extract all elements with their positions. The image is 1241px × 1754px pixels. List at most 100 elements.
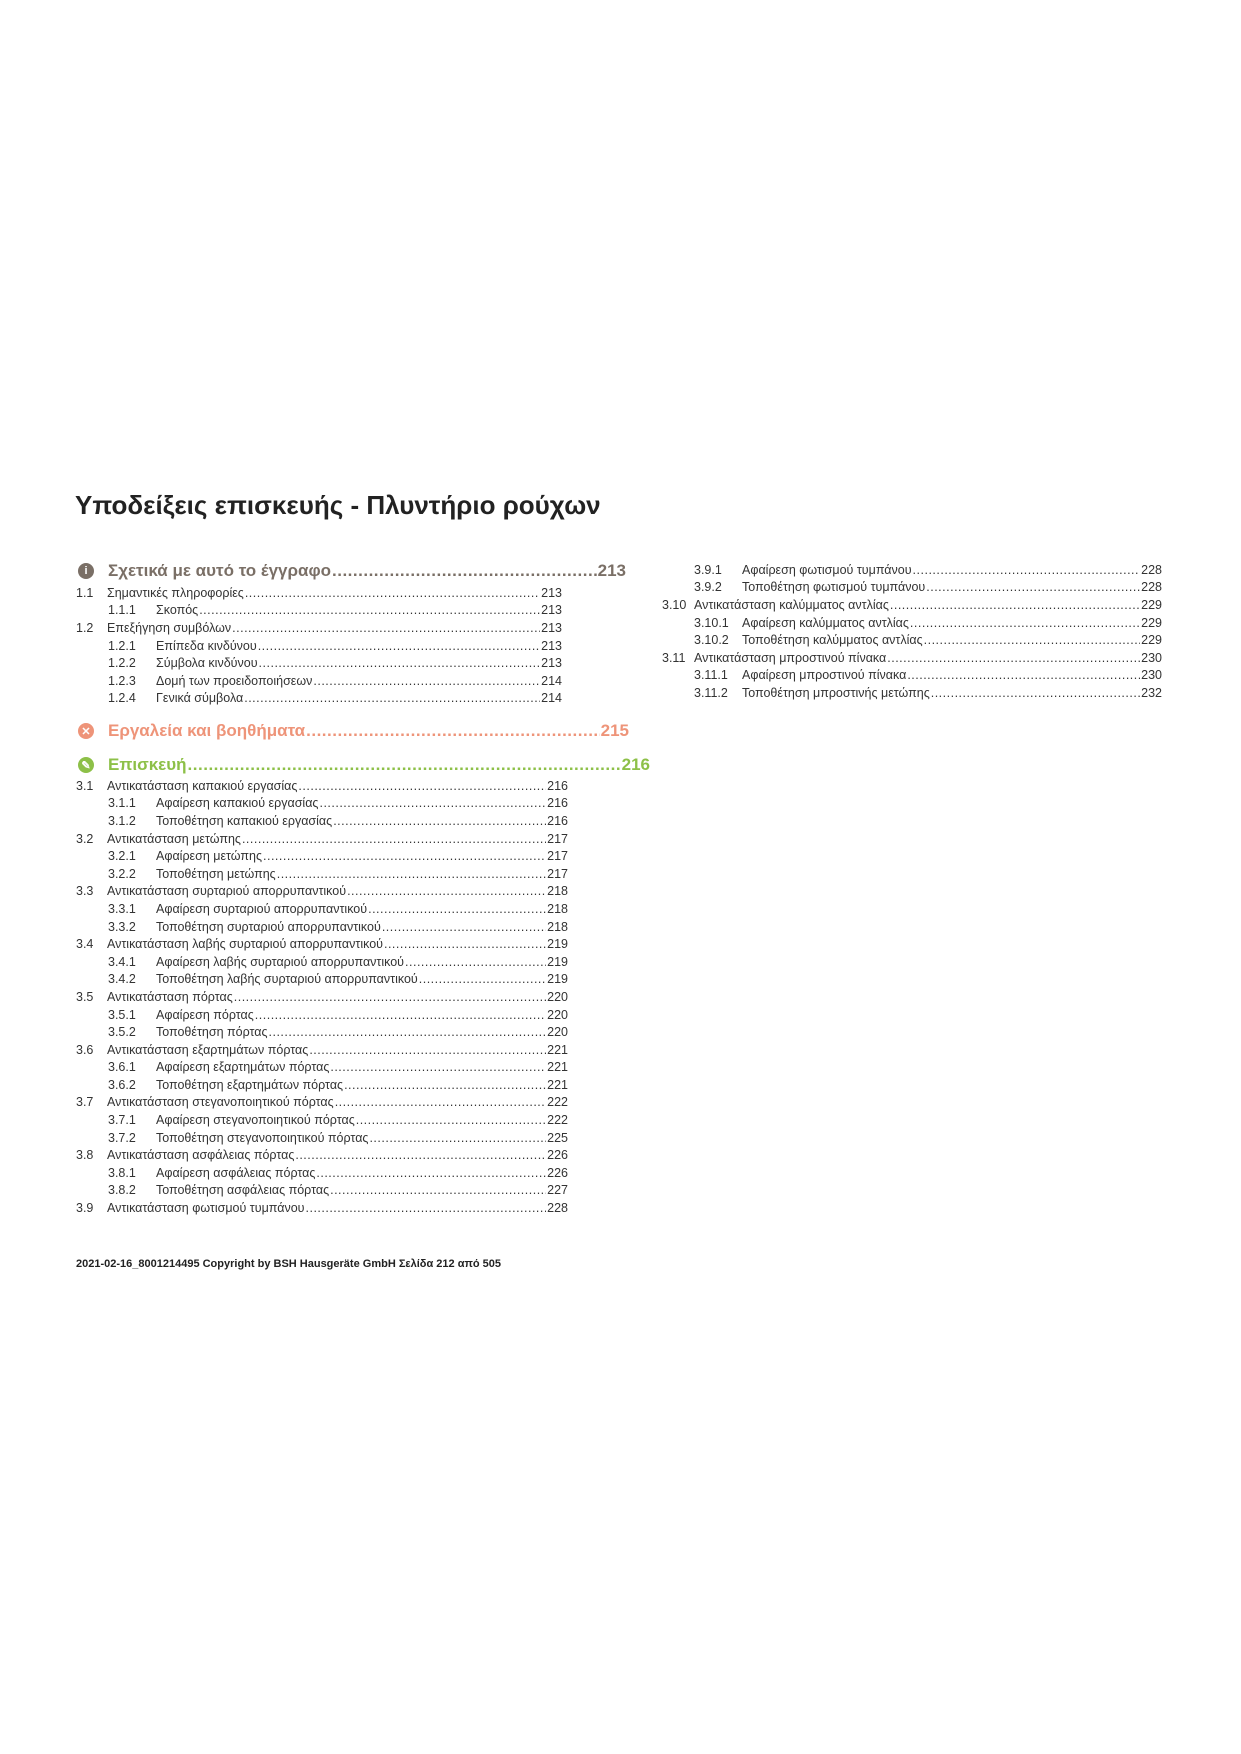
toc-entry[interactable]: 3.10.1 Αφαίρεση καλύμματος αντλίας 229 <box>662 614 1162 632</box>
toc-entry[interactable]: 3.2.2 Τοποθέτηση μετώπης 217 <box>76 865 568 883</box>
leader-dots <box>931 686 1140 700</box>
toc-entry[interactable]: 3.8 Αντικατάσταση ασφάλειας πόρτας 226 <box>76 1146 568 1164</box>
toc-entry[interactable]: 3.9 Αντικατάσταση φωτισμού τυμπάνου 228 <box>76 1199 568 1217</box>
entry-label: Αφαίρεση εξαρτημάτων πόρτας <box>156 1060 330 1075</box>
entry-number: 3.8 <box>76 1148 94 1163</box>
toc-entry[interactable]: 3.8.2 Τοποθέτηση ασφάλειας πόρτας 227 <box>76 1182 568 1200</box>
leader-dots <box>369 1131 546 1145</box>
entry-page: 229 <box>1141 597 1162 612</box>
entry-number: 1.2.1 <box>108 638 136 653</box>
entry-page: 222 <box>547 1113 568 1128</box>
leader-dots <box>330 1060 546 1074</box>
toc-entry[interactable]: 3.2 Αντικατάσταση μετώπης 217 <box>76 830 568 848</box>
toc-entry[interactable]: 3.3.2 Τοποθέτηση συρταριού απορρυπαντικού… <box>76 918 568 936</box>
entry-body: Δομή των προειδοποιήσεων 214 <box>156 674 562 688</box>
entry-label: Επεξήγηση συμβόλων <box>107 620 232 635</box>
toc-entry[interactable]: 1.2.4 Γενικά σύμβολα 214 <box>76 690 562 708</box>
leader-dots <box>926 580 1140 594</box>
toc-entry[interactable]: 3.5.2 Τοποθέτηση πόρτας 220 <box>76 1023 568 1041</box>
entry-number: 1.1.1 <box>108 603 136 618</box>
toc-entry[interactable]: 3.10 Αντικατάσταση καλύμματος αντλίας 229 <box>662 596 1162 614</box>
toc-entry[interactable]: 3.9.2 Τοποθέτηση φωτισμού τυμπάνου 228 <box>662 579 1162 597</box>
entry-label: Αφαίρεση στεγανοποιητικού πόρτας <box>156 1113 355 1128</box>
toc-entry[interactable]: 1.2.1 Επίπεδα κινδύνου 213 <box>76 637 562 655</box>
toc-entry[interactable]: 3.6 Αντικατάσταση εξαρτημάτων πόρτας 221 <box>76 1041 568 1059</box>
toc-section-repair[interactable]: ✎ Επισκευή 216 <box>78 753 650 777</box>
toc-entry[interactable]: 3.9.1 Αφαίρεση φωτισμού τυμπάνου 228 <box>662 561 1162 579</box>
toc-entry[interactable]: 3.6.1 Αφαίρεση εξαρτημάτων πόρτας 221 <box>76 1059 568 1077</box>
entry-page: 214 <box>541 691 562 706</box>
toc-entry[interactable]: 3.11.1 Αφαίρεση μπροστινού πίνακα 230 <box>662 667 1162 685</box>
entry-number: 3.4.2 <box>108 972 136 987</box>
entry-body: Αντικατάσταση στεγανοποιητικού πόρτας 222 <box>107 1095 568 1109</box>
toc-entry[interactable]: 3.7 Αντικατάσταση στεγανοποιητικού πόρτας… <box>76 1094 568 1112</box>
entry-label: Αντικατάσταση καλύμματος αντλίας <box>694 597 889 612</box>
toc-section-about-document[interactable]: i Σχετικά με αυτό το έγγραφο 213 <box>78 559 626 583</box>
toc-entry[interactable]: 3.5.1 Αφαίρεση πόρτας 220 <box>76 1006 568 1024</box>
entry-number: 1.2.2 <box>108 656 136 671</box>
toc-entry[interactable]: 3.4.1 Αφαίρεση λαβής συρταριού απορρυπαντ… <box>76 953 568 971</box>
entry-page: 221 <box>547 1060 568 1075</box>
toc-entry[interactable]: 3.1 Αντικατάσταση καπακιού εργασίας 216 <box>76 777 568 795</box>
section-label: Επισκευή <box>108 755 187 774</box>
toc-entry[interactable]: 3.1.1 Αφαίρεση καπακιού εργασίας 216 <box>76 795 568 813</box>
toc-entry[interactable]: 3.3 Αντικατάσταση συρταριού απορρυπαντικο… <box>76 883 568 901</box>
entry-body: Αντικατάσταση μπροστινού πίνακα 230 <box>694 651 1162 665</box>
leader-dots <box>263 849 546 863</box>
entry-page: 213 <box>541 620 562 635</box>
entry-body: Αφαίρεση μπροστινού πίνακα 230 <box>742 668 1162 682</box>
toc-entry[interactable]: 3.4.2 Τοποθέτηση λαβής συρταριού απορρυπα… <box>76 971 568 989</box>
entry-body: Τοποθέτηση φωτισμού τυμπάνου 228 <box>742 580 1162 594</box>
toc-entry[interactable]: 3.2.1 Αφαίρεση μετώπης 217 <box>76 847 568 865</box>
entry-label: Αντικατάσταση φωτισμού τυμπάνου <box>107 1201 305 1216</box>
entry-number: 3.11 <box>662 650 686 665</box>
toc-entry[interactable]: 3.6.2 Τοποθέτηση εξαρτημάτων πόρτας 221 <box>76 1076 568 1094</box>
toc-entry[interactable]: 3.7.1 Αφαίρεση στεγανοποιητικού πόρτας 222 <box>76 1111 568 1129</box>
entry-label: Επίπεδα κινδύνου <box>156 638 257 653</box>
toc-entry[interactable]: 3.10.2 Τοποθέτηση καλύμματος αντλίας 229 <box>662 631 1162 649</box>
leader-dots <box>245 586 540 600</box>
leader-dots <box>382 920 546 934</box>
entry-label: Αφαίρεση φωτισμού τυμπάνου <box>742 562 912 577</box>
entry-label: Αντικατάσταση καπακιού εργασίας <box>107 778 298 793</box>
leader-dots <box>298 779 546 793</box>
toc-entry[interactable]: 1.1.1 Σκοπός 213 <box>76 602 562 620</box>
toc-entry[interactable]: 3.11.2 Τοποθέτηση μπροστινής μετώπης 232 <box>662 684 1162 702</box>
entry-number: 3.6.2 <box>108 1077 136 1092</box>
entry-page: 227 <box>547 1183 568 1198</box>
entry-label: Αντικατάσταση μπροστινού πίνακα <box>694 650 887 665</box>
leader-dots <box>887 651 1140 665</box>
entry-page: 214 <box>541 673 562 688</box>
entry-label: Τοποθέτηση ασφάλειας πόρτας <box>156 1183 330 1198</box>
toc-entry[interactable]: 1.2.3 Δομή των προειδοποιήσεων 214 <box>76 672 562 690</box>
entry-number: 3.9 <box>76 1201 94 1216</box>
entry-label: Τοποθέτηση πόρτας <box>156 1025 268 1040</box>
entry-body: Αφαίρεση εξαρτημάτων πόρτας 221 <box>156 1060 568 1074</box>
toc-entry[interactable]: 3.4 Αντικατάσταση λαβής συρταριού απορρυπ… <box>76 935 568 953</box>
toc-entry[interactable]: 1.2.2 Σύμβολα κινδύνου 213 <box>76 654 562 672</box>
entry-body: Αντικατάσταση εξαρτημάτων πόρτας 221 <box>107 1043 568 1057</box>
toc-entry[interactable]: 3.11 Αντικατάσταση μπροστινού πίνακα 230 <box>662 649 1162 667</box>
leader-dots <box>259 656 541 670</box>
entry-body: Αφαίρεση στεγανοποιητικού πόρτας 222 <box>156 1113 568 1127</box>
entry-page: 216 <box>547 778 568 793</box>
entry-page: 219 <box>547 954 568 969</box>
entry-body: Επίπεδα κινδύνου 213 <box>156 639 562 653</box>
toc-entry[interactable]: 3.5 Αντικατάσταση πόρτας 220 <box>76 988 568 1006</box>
entry-body: Τοποθέτηση καλύμματος αντλίας 229 <box>742 633 1162 647</box>
entry-page: 228 <box>1141 580 1162 595</box>
toc-entry[interactable]: 1.2 Επεξήγηση συμβόλων 213 <box>76 619 562 637</box>
toc-entry[interactable]: 3.8.1 Αφαίρεση ασφάλειας πόρτας 226 <box>76 1164 568 1182</box>
entry-body: Τοποθέτηση ασφάλειας πόρτας 227 <box>156 1183 568 1197</box>
entry-page: 219 <box>547 937 568 952</box>
entry-number: 3.10.1 <box>694 615 729 630</box>
entry-label: Δομή των προειδοποιήσεων <box>156 673 313 688</box>
toc-list-section-1: 1.1 Σημαντικές πληροφορίες 213 1.1.1 Σκοπός 2… <box>76 584 562 707</box>
toc-section-tools[interactable]: ✕ Εργαλεία και βοηθήματα 215 <box>78 719 629 743</box>
entry-number: 3.11.1 <box>694 668 728 683</box>
leader-dots <box>333 814 546 828</box>
toc-entry[interactable]: 1.1 Σημαντικές πληροφορίες 213 <box>76 584 562 602</box>
toc-entry[interactable]: 3.7.2 Τοποθέτηση στεγανοποιητικού πόρτας 2… <box>76 1129 568 1147</box>
toc-entry[interactable]: 3.1.2 Τοποθέτηση καπακιού εργασίας 216 <box>76 812 568 830</box>
toc-entry[interactable]: 3.3.1 Αφαίρεση συρταριού απορρυπαντικού 21… <box>76 900 568 918</box>
